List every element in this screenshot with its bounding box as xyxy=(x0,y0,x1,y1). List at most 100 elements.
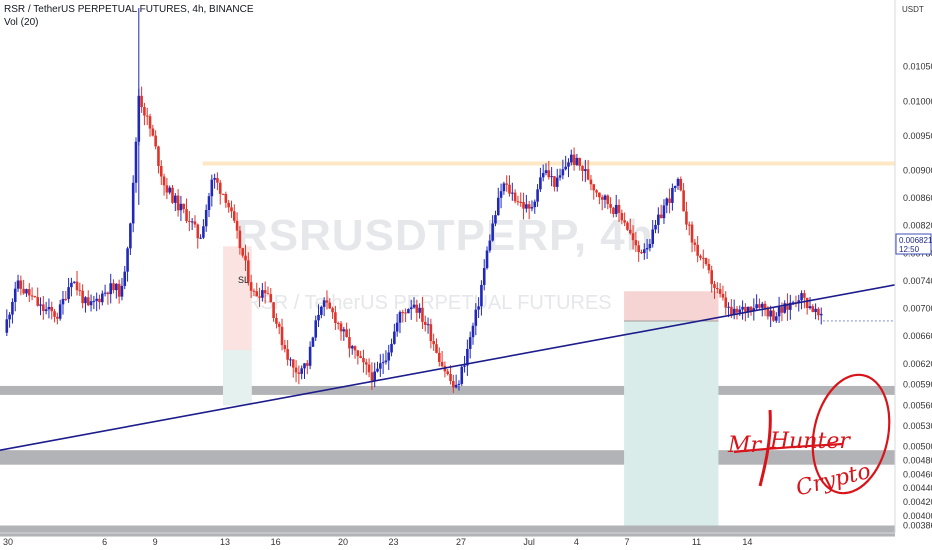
candle-body-268 xyxy=(758,304,761,308)
candle-body-211 xyxy=(598,192,601,198)
time-tick-2: 9 xyxy=(153,537,158,547)
take-profit-zone[interactable] xyxy=(624,320,719,526)
price-tick-1: 0.010000 xyxy=(903,96,932,106)
candle-body-98 xyxy=(280,326,284,346)
candle-body-214 xyxy=(606,195,610,205)
candle-body-13 xyxy=(42,304,45,312)
candle-body-250 xyxy=(707,263,711,271)
candle-body-208 xyxy=(589,179,593,185)
price-axis[interactable] xyxy=(895,0,932,550)
time-tick-7: 27 xyxy=(456,537,466,547)
candle-body-53 xyxy=(154,135,157,147)
candle-body-221 xyxy=(626,222,629,230)
candle-body-122 xyxy=(348,337,351,349)
candle-body-39 xyxy=(115,283,118,291)
price-tick-2: 0.009500 xyxy=(903,131,932,141)
symbol-legend[interactable]: RSR / TetherUS PERPETUAL FUTURES, 4h, BI… xyxy=(4,4,254,15)
candle-body-109 xyxy=(311,337,315,347)
candle-body-266 xyxy=(752,308,756,312)
symbol-watermark: RSRUSDTPERP, 4h xyxy=(236,211,654,260)
candle-body-243 xyxy=(687,224,691,226)
candle-body-18 xyxy=(56,316,59,319)
candle-body-175 xyxy=(496,197,500,216)
candle-body-94 xyxy=(269,294,273,303)
candle-body-126 xyxy=(359,356,362,359)
candle-body-156 xyxy=(443,366,447,372)
candle-body-14 xyxy=(44,309,48,312)
price-tick-5: 0.008200 xyxy=(903,221,932,231)
price-tick-18: 0.004200 xyxy=(903,497,932,507)
candle-body-247 xyxy=(699,255,702,258)
candle-body-67 xyxy=(193,221,197,225)
time-tick-10: 7 xyxy=(624,537,629,547)
candle-body-260 xyxy=(735,308,739,313)
candle-body-202 xyxy=(572,154,576,165)
candle-body-26 xyxy=(78,290,82,292)
candle-body-79 xyxy=(227,202,230,208)
support-zone-3[interactable] xyxy=(0,525,895,537)
candle-body-12 xyxy=(39,304,42,306)
signature-hunter: Hunter xyxy=(769,429,851,454)
candle-body-112 xyxy=(320,306,323,315)
support-zone-1[interactable] xyxy=(0,385,895,395)
candle-body-37 xyxy=(109,283,113,295)
candle-body-74 xyxy=(213,178,216,180)
last-price-value: 0.006821 xyxy=(899,236,932,245)
candle-body-187 xyxy=(530,207,534,209)
candle-body-195 xyxy=(553,176,556,187)
candle-body-104 xyxy=(297,372,301,374)
candle-body-75 xyxy=(216,178,219,183)
candle-body-213 xyxy=(603,195,607,200)
candle-body-180 xyxy=(511,192,514,194)
signature-mr: Mr xyxy=(727,433,763,458)
candle-body-41 xyxy=(120,285,124,297)
candle-body-193 xyxy=(547,170,551,178)
candle-body-70 xyxy=(202,226,205,238)
volume-legend[interactable]: Vol (20) xyxy=(4,17,38,28)
candle-body-82 xyxy=(235,220,239,231)
stop-loss-zone[interactable] xyxy=(624,291,719,321)
candle-body-115 xyxy=(328,302,332,309)
price-tick-8: 0.007000 xyxy=(903,304,932,314)
candle-body-290 xyxy=(819,313,823,316)
candle-body-116 xyxy=(331,308,334,313)
candle-body-249 xyxy=(704,258,708,264)
time-tick-0: 30 xyxy=(3,537,13,547)
candle-body-65 xyxy=(188,221,191,223)
candle-body-85 xyxy=(244,255,247,261)
candle-body-71 xyxy=(204,210,208,227)
candle-body-277 xyxy=(783,303,787,313)
time-tick-3: 13 xyxy=(220,537,230,547)
name-watermark: RSR / TetherUS PERPETUAL FUTURES xyxy=(246,292,612,314)
candle-body-222 xyxy=(628,229,632,234)
candle-body-50 xyxy=(145,115,149,117)
candle-body-198 xyxy=(561,169,565,176)
candle-body-40 xyxy=(117,283,121,297)
candle-body-282 xyxy=(797,300,801,304)
candle-body-134 xyxy=(381,362,385,364)
candle-body-235 xyxy=(665,198,669,206)
candle-body-27 xyxy=(81,290,84,304)
candle-body-154 xyxy=(437,352,441,362)
candle-body-239 xyxy=(676,178,680,186)
time-tick-11: 11 xyxy=(692,537,701,547)
candle-body-17 xyxy=(53,311,56,317)
candle-body-108 xyxy=(308,346,312,366)
price-tick-4: 0.008600 xyxy=(903,193,932,203)
candle-body-140 xyxy=(398,312,402,323)
candle-body-142 xyxy=(404,312,407,314)
short-position-tool[interactable] xyxy=(624,291,719,526)
candle-body-88 xyxy=(252,290,256,292)
candle-body-184 xyxy=(522,201,525,209)
time-axis-ticks[interactable]: 30 6 9 13 16 20 23 27 Jul 4 7 11 14 xyxy=(3,537,752,547)
candle-body-25 xyxy=(75,281,79,291)
candle-body-107 xyxy=(306,363,309,366)
sl-target-zone xyxy=(223,350,252,406)
rising-trendline[interactable] xyxy=(0,281,910,451)
trendline[interactable] xyxy=(0,281,910,451)
candle-body-284 xyxy=(803,293,806,298)
candle-body-241 xyxy=(682,190,685,212)
candle-body-64 xyxy=(185,209,188,222)
